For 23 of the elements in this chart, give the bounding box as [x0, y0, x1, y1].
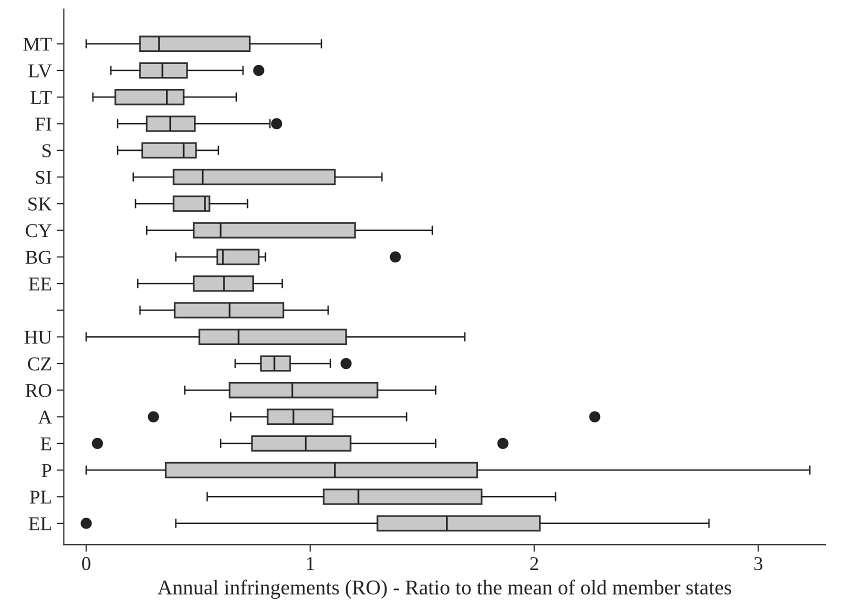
y-tick-label: P [42, 464, 52, 477]
y-tick-label: BG [26, 250, 52, 264]
x-axis-title: Annual infringements (RO) - Ratio to the mean of old member states [158, 580, 732, 599]
y-tick-label: EE [28, 278, 52, 290]
y-tick-label: HU [24, 330, 52, 344]
y-tick-label: RO [26, 384, 52, 398]
x-tick-label: 3 [754, 557, 762, 570]
y-tick-label: LT [30, 91, 52, 104]
y-tick-label: FI [35, 118, 52, 130]
y-tick-label: CZ [28, 357, 51, 370]
x-tick-label: 2 [530, 557, 538, 570]
y-tick-label: MT [23, 38, 52, 51]
y-tick-label: A [38, 410, 52, 424]
y-tick-label: SI [36, 170, 52, 184]
y-tick-label: SK [28, 198, 52, 211]
y-tick-label: PL [30, 490, 51, 504]
y-tick-label: EL [28, 517, 51, 530]
y-tick-label: CY [26, 224, 52, 238]
y-tick-label: E [40, 437, 52, 450]
y-tick-label: LV [28, 64, 52, 78]
x-tick-label: 1 [307, 557, 314, 570]
y-tick-label: S [42, 144, 51, 158]
x-tick-label: 0 [82, 557, 90, 570]
